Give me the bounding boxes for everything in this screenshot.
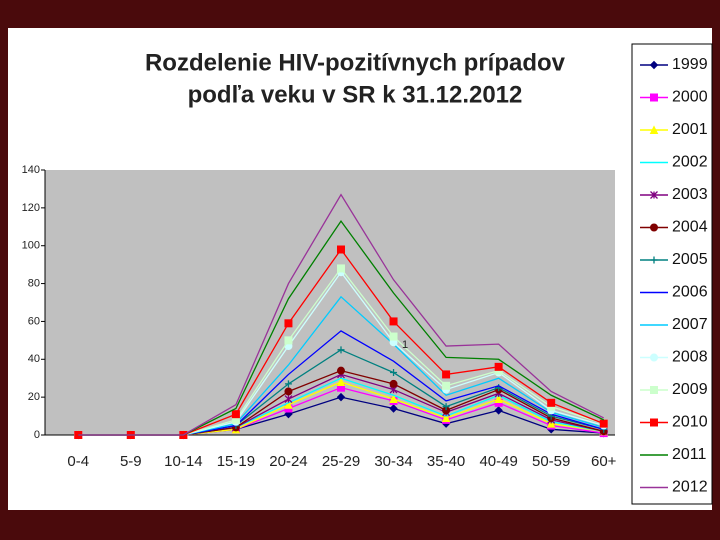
data-point bbox=[390, 369, 398, 377]
y-tick-label: 40 bbox=[28, 353, 40, 365]
legend-marker bbox=[650, 191, 658, 199]
legend-label: 2012 bbox=[672, 479, 708, 496]
y-tick-label: 140 bbox=[22, 164, 40, 176]
legend-label: 2011 bbox=[672, 446, 707, 463]
legend-marker bbox=[650, 223, 658, 232]
y-tick-label: 20 bbox=[28, 391, 40, 403]
legend-marker bbox=[650, 256, 658, 264]
legend-label: 2006 bbox=[672, 284, 708, 301]
x-tick-label: 15-19 bbox=[217, 453, 255, 470]
series-line bbox=[78, 193, 605, 436]
data-point bbox=[389, 404, 398, 413]
legend-marker bbox=[649, 125, 659, 134]
x-tick-label: 0-4 bbox=[67, 453, 89, 470]
data-point bbox=[547, 398, 556, 407]
data-point bbox=[284, 400, 293, 409]
legend-label: 2005 bbox=[672, 251, 708, 268]
data-point bbox=[441, 413, 451, 422]
legend-label: 2004 bbox=[672, 219, 708, 236]
data-point bbox=[284, 387, 293, 396]
data-point bbox=[284, 380, 292, 388]
chart-title: podľa veku v SR k 31.12.2012 bbox=[188, 81, 523, 108]
x-tick-label: 25-29 bbox=[322, 453, 360, 470]
legend-label: 2010 bbox=[672, 414, 708, 431]
data-point bbox=[494, 406, 503, 415]
x-tick-label: 40-49 bbox=[479, 453, 517, 470]
data-point bbox=[389, 379, 398, 388]
legend-label: 2001 bbox=[672, 121, 708, 138]
data-point bbox=[284, 336, 293, 345]
data-point bbox=[337, 264, 345, 273]
legend-label: 2007 bbox=[672, 316, 708, 333]
data-point bbox=[442, 381, 451, 390]
x-tick-label: 30-34 bbox=[374, 453, 412, 470]
legend-box bbox=[631, 43, 713, 505]
legend-label: 2008 bbox=[672, 349, 708, 366]
data-point bbox=[231, 410, 240, 419]
data-point bbox=[389, 317, 398, 326]
data-point bbox=[336, 392, 346, 402]
data-point bbox=[442, 370, 451, 379]
data-point bbox=[442, 403, 450, 411]
data-point bbox=[494, 362, 503, 371]
data-point bbox=[336, 377, 346, 386]
legend-marker bbox=[649, 60, 659, 70]
data-point bbox=[284, 395, 293, 403]
legend-marker bbox=[650, 386, 658, 394]
y-tick-label: 120 bbox=[22, 202, 40, 214]
y-tick-label: 80 bbox=[28, 277, 40, 289]
legend-marker bbox=[650, 418, 658, 427]
x-tick-label: 20-24 bbox=[269, 453, 307, 470]
data-point bbox=[337, 366, 345, 375]
legend-marker bbox=[650, 93, 658, 102]
y-tick-label: 100 bbox=[22, 240, 40, 252]
data-point bbox=[599, 419, 608, 428]
data-point bbox=[546, 419, 556, 428]
legend-label: 1999 bbox=[672, 56, 708, 73]
x-tick-label: 50-59 bbox=[532, 453, 570, 470]
legend-label: 2000 bbox=[672, 89, 708, 106]
y-tick-label: 0 bbox=[34, 429, 40, 441]
legend-label: 2003 bbox=[672, 186, 708, 203]
legend-label: 2002 bbox=[672, 154, 708, 171]
x-tick-label: 10-14 bbox=[164, 453, 202, 470]
y-tick-label: 60 bbox=[28, 315, 40, 327]
data-point bbox=[337, 346, 345, 354]
x-tick-label: 60+ bbox=[591, 453, 617, 470]
legend-label: 2009 bbox=[672, 381, 708, 398]
data-point bbox=[494, 394, 503, 404]
chart-title: Rozdelenie HIV-pozitívnych prípadov bbox=[145, 49, 566, 76]
x-tick-label: 5-9 bbox=[120, 453, 142, 470]
x-tick-label: 35-40 bbox=[427, 453, 465, 470]
data-point bbox=[284, 319, 293, 328]
data-point bbox=[389, 332, 398, 341]
annotation: 1 bbox=[402, 339, 408, 351]
data-point bbox=[389, 394, 398, 404]
data-point bbox=[337, 245, 345, 254]
legend-marker bbox=[650, 353, 658, 362]
